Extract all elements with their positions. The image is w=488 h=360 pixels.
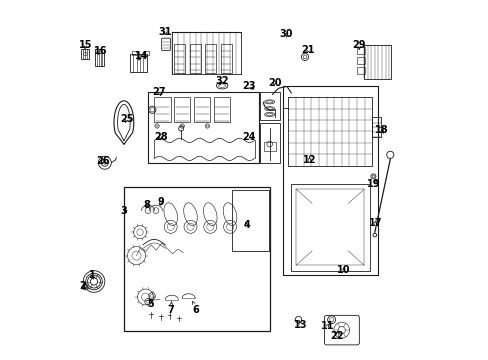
- Bar: [290, 184, 369, 271]
- Bar: [295, 189, 364, 265]
- Text: 23: 23: [241, 81, 255, 91]
- Text: 27: 27: [152, 87, 166, 97]
- Text: 12: 12: [303, 155, 316, 165]
- Text: 25: 25: [120, 114, 134, 124]
- Text: 32: 32: [215, 76, 228, 86]
- Bar: [205, 44, 216, 73]
- Text: 26: 26: [96, 156, 109, 166]
- Bar: [260, 123, 279, 163]
- Text: 6: 6: [192, 301, 199, 315]
- Text: 18: 18: [374, 125, 387, 135]
- Bar: [81, 49, 89, 59]
- Text: 13: 13: [294, 320, 307, 330]
- Text: 7: 7: [167, 302, 174, 315]
- Text: 8: 8: [142, 200, 149, 210]
- Bar: [129, 54, 146, 72]
- Text: 28: 28: [153, 132, 167, 142]
- Text: 1: 1: [89, 270, 96, 280]
- Bar: [356, 47, 364, 54]
- Text: 9: 9: [157, 197, 164, 207]
- Bar: [363, 45, 390, 79]
- Bar: [132, 51, 137, 55]
- Bar: [154, 97, 170, 122]
- Text: 22: 22: [329, 330, 343, 341]
- Bar: [143, 51, 148, 55]
- Text: 29: 29: [351, 40, 365, 50]
- Bar: [356, 57, 364, 64]
- Bar: [95, 49, 104, 66]
- Bar: [174, 97, 190, 122]
- Bar: [123, 187, 269, 331]
- Bar: [263, 142, 275, 151]
- Text: 21: 21: [301, 45, 314, 55]
- Text: 20: 20: [267, 78, 281, 88]
- Bar: [260, 92, 279, 120]
- Text: 4: 4: [243, 220, 249, 230]
- Bar: [148, 92, 258, 163]
- Bar: [371, 117, 381, 137]
- Text: 11: 11: [320, 321, 334, 331]
- Text: 3: 3: [120, 206, 127, 216]
- Text: 10: 10: [337, 265, 350, 275]
- Text: 17: 17: [368, 218, 381, 228]
- Text: 31: 31: [159, 27, 172, 37]
- Bar: [356, 67, 364, 74]
- Bar: [213, 97, 230, 122]
- Text: 30: 30: [279, 29, 293, 39]
- Bar: [220, 44, 231, 73]
- Text: 14: 14: [134, 51, 148, 61]
- Bar: [283, 86, 377, 275]
- Bar: [231, 190, 268, 251]
- Bar: [189, 44, 200, 73]
- Bar: [194, 97, 210, 122]
- Text: 16: 16: [94, 46, 107, 56]
- Text: 19: 19: [366, 179, 380, 189]
- Bar: [288, 97, 371, 166]
- Text: 2: 2: [80, 281, 86, 291]
- Text: 15: 15: [79, 40, 92, 50]
- Text: 5: 5: [147, 299, 154, 309]
- Text: 24: 24: [241, 132, 255, 142]
- Bar: [174, 44, 185, 73]
